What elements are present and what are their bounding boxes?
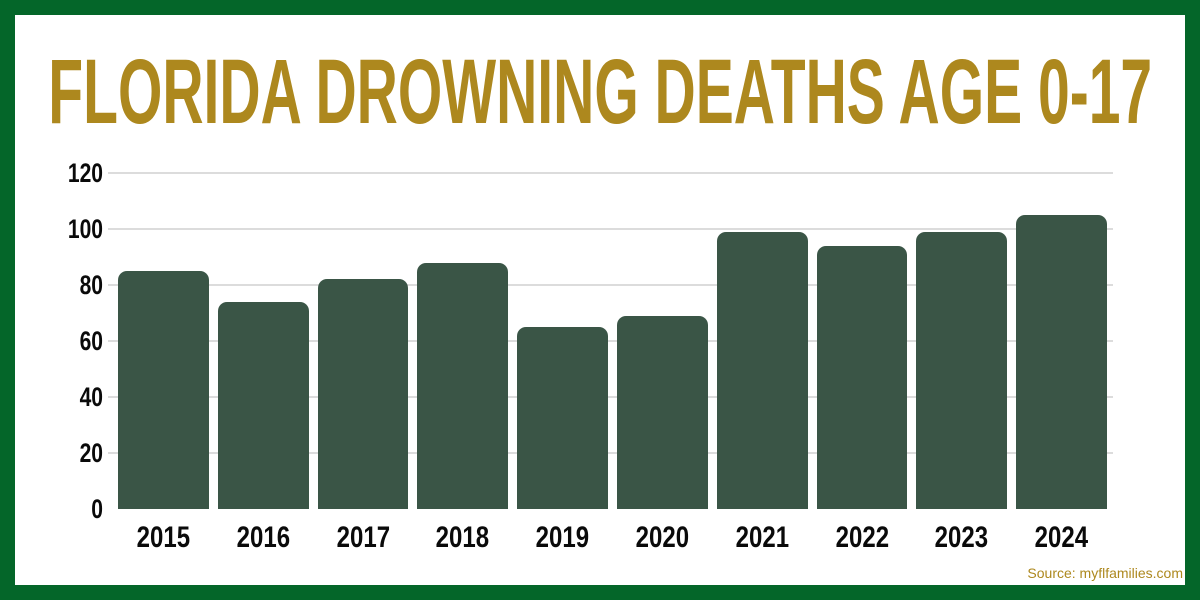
x-tick-label: 2020	[635, 521, 690, 554]
gridline	[108, 452, 1113, 454]
y-tick-label: 20	[79, 438, 103, 468]
bar-2018	[417, 262, 509, 509]
bar-2023	[916, 231, 1008, 509]
x-tick-label: 2018	[436, 521, 490, 554]
x-tick-label: 2019	[535, 521, 590, 554]
bar-2024	[1016, 215, 1107, 509]
source-attribution: Source: myflfamilies.com	[1027, 565, 1183, 581]
x-tick-label: 2016	[236, 521, 290, 554]
bar-chart-plot-area	[108, 172, 1113, 509]
x-tick-label: 2017	[336, 521, 390, 554]
bar-2016	[217, 301, 309, 509]
bar-2022	[816, 245, 908, 509]
gridline	[108, 228, 1113, 230]
bar-2020	[616, 315, 708, 509]
x-tick-label: 2022	[835, 521, 889, 554]
title-container: FLORIDA DROWNING DEATHS AGE 0-17	[0, 42, 1200, 142]
y-tick-label: 100	[67, 214, 103, 244]
bar-2019	[517, 327, 608, 509]
x-tick-label: 2024	[1034, 521, 1089, 554]
bars-row	[118, 173, 1107, 509]
y-tick-label: 120	[67, 158, 103, 188]
y-tick-label: 60	[79, 326, 103, 356]
y-tick-label: 80	[79, 270, 103, 300]
y-tick-label: 40	[79, 382, 103, 412]
x-tick-label: 2023	[935, 521, 989, 554]
bar-2017	[317, 279, 409, 509]
gridline	[108, 340, 1113, 342]
x-axis: 2015 2016 2017 2018 2019 2020 2021 2022 2023 2024	[112, 521, 1113, 555]
gridline	[108, 396, 1113, 398]
y-axis: 0 20 40 60 80 100 120	[55, 158, 103, 524]
x-tick-label: 2015	[136, 521, 191, 554]
y-tick-label: 0	[91, 494, 103, 524]
gridline	[108, 284, 1113, 286]
x-tick-label: 2021	[735, 521, 789, 554]
bar-2021	[716, 231, 808, 509]
page-title: FLORIDA DROWNING DEATHS AGE 0-17	[48, 41, 1152, 143]
gridline	[108, 172, 1113, 174]
bar-2015	[118, 271, 209, 509]
x-axis-labels: 2015 2016 2017 2018 2019 2020 2021 2022 2023 2024	[112, 521, 1113, 555]
